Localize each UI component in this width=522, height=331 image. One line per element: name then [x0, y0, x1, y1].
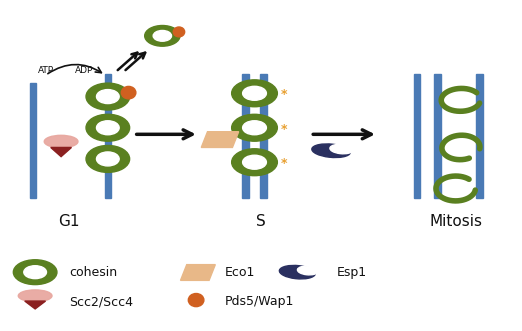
- Ellipse shape: [312, 144, 350, 158]
- Text: cohesin: cohesin: [69, 266, 117, 279]
- Ellipse shape: [86, 114, 129, 141]
- Ellipse shape: [86, 146, 129, 172]
- Polygon shape: [25, 301, 45, 309]
- Polygon shape: [201, 132, 239, 147]
- Text: G1: G1: [58, 214, 80, 229]
- Bar: [477, 73, 483, 198]
- Text: Pds5/Wap1: Pds5/Wap1: [224, 295, 294, 308]
- Ellipse shape: [279, 265, 315, 279]
- Bar: [413, 73, 420, 198]
- Text: ATP: ATP: [38, 66, 54, 75]
- Ellipse shape: [232, 114, 277, 141]
- Ellipse shape: [173, 27, 185, 37]
- Bar: [242, 73, 248, 198]
- Ellipse shape: [18, 290, 52, 302]
- Ellipse shape: [121, 86, 136, 99]
- Text: ADP: ADP: [75, 66, 93, 75]
- Ellipse shape: [243, 86, 266, 100]
- Text: *: *: [280, 88, 287, 101]
- Bar: [260, 73, 267, 198]
- Ellipse shape: [145, 25, 180, 46]
- Text: Eco1: Eco1: [224, 266, 255, 279]
- Ellipse shape: [298, 266, 318, 275]
- Ellipse shape: [97, 152, 119, 166]
- Ellipse shape: [97, 90, 119, 104]
- Ellipse shape: [188, 294, 204, 307]
- Text: *: *: [280, 123, 287, 136]
- Ellipse shape: [232, 149, 277, 176]
- Bar: [105, 73, 111, 198]
- Ellipse shape: [153, 30, 172, 41]
- Polygon shape: [181, 264, 215, 280]
- Text: *: *: [280, 157, 287, 170]
- Polygon shape: [51, 147, 72, 157]
- Ellipse shape: [44, 135, 78, 148]
- Bar: [434, 73, 441, 198]
- Ellipse shape: [86, 83, 129, 110]
- Ellipse shape: [14, 260, 57, 285]
- Text: S: S: [256, 214, 266, 229]
- Bar: [30, 83, 36, 198]
- Ellipse shape: [232, 80, 277, 107]
- Ellipse shape: [243, 155, 266, 169]
- Text: Scc2/Scc4: Scc2/Scc4: [69, 295, 133, 308]
- Text: Mitosis: Mitosis: [429, 214, 482, 229]
- Ellipse shape: [24, 266, 46, 279]
- Ellipse shape: [330, 144, 353, 154]
- Ellipse shape: [243, 121, 266, 135]
- Ellipse shape: [97, 121, 119, 135]
- Text: Esp1: Esp1: [336, 266, 366, 279]
